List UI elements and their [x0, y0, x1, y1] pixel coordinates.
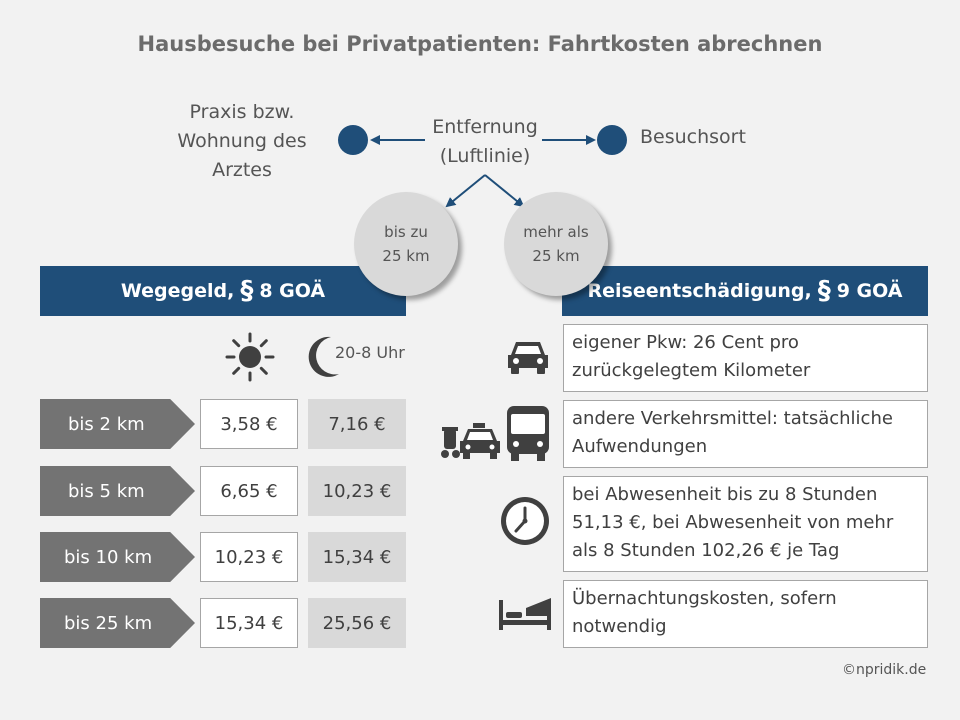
- bubble-more-than-25km: mehr als 25 km: [504, 192, 608, 296]
- bubble-up-to-25km: bis zu 25 km: [354, 192, 458, 296]
- page-title: Hausbesuche bei Privatpatienten: Fahrtko…: [137, 32, 823, 56]
- scooter-icon: [441, 427, 460, 458]
- day-rate-cell: 15,34 €: [200, 598, 298, 648]
- day-rate-cell: 6,65 €: [200, 466, 298, 516]
- night-rate-cell: 7,16 €: [308, 399, 406, 449]
- wegegeld-heading-pre: Wegegeld,: [120, 280, 235, 302]
- paragraph-sign: §: [240, 276, 254, 306]
- day-rate-cell: 10,23 €: [200, 532, 298, 582]
- origin-dot: [338, 125, 368, 155]
- info-box-absence: bei Abwesenheit bis zu 8 Stunden 51,13 €…: [563, 476, 928, 572]
- origin-label: Praxis bzw. Wohnung des Arztes: [177, 101, 307, 181]
- night-rate-cell: 15,34 €: [308, 532, 406, 582]
- destination-dot: [597, 125, 627, 155]
- wegegeld-heading-post: 8 GOÄ: [259, 280, 326, 302]
- reiseentschaedigung-heading: Reiseentschädigung, § 9 GOÄ: [562, 266, 928, 316]
- bubble-left-line1: bis zu: [384, 223, 428, 241]
- wegegeld-heading: Wegegeld, § 8 GOÄ: [40, 266, 406, 316]
- bus-icon: [507, 406, 549, 461]
- car-icon: [508, 342, 548, 374]
- night-rate-cell: 10,23 €: [308, 466, 406, 516]
- distance-label: Entfernung (Luftlinie): [432, 116, 538, 167]
- info-box-overnight: Übernachtungskosten, sofern notwendig: [563, 580, 928, 648]
- paragraph-sign: §: [817, 276, 831, 306]
- distance-tag: bis 5 km: [40, 466, 195, 516]
- copyright-notice: ©npridik.de: [842, 662, 927, 678]
- distance-tag: bis 25 km: [40, 598, 195, 648]
- arrow-to-left-bubble: [445, 174, 486, 208]
- info-box-own-car: eigener Pkw: 26 Cent pro zurückgelegtem …: [563, 324, 928, 392]
- clock-icon: [501, 497, 549, 545]
- reise-heading-pre: Reiseentschädigung,: [587, 280, 812, 302]
- bed-icon: [499, 598, 551, 630]
- arrow-to-right-bubble: [484, 174, 525, 208]
- transport-icons: [441, 406, 549, 461]
- bubble-right-line2: 25 km: [532, 247, 580, 265]
- taxi-icon: [460, 423, 500, 459]
- night-rate-cell: 25,56 €: [308, 598, 406, 648]
- distance-tag: bis 10 km: [40, 532, 195, 582]
- info-box-other-transport: andere Verkehrsmittel: tatsächliche Aufw…: [563, 400, 928, 468]
- destination-label: Besuchsort: [640, 126, 746, 148]
- sun-icon: [225, 332, 275, 382]
- bubble-right-line1: mehr als: [523, 223, 589, 241]
- reise-heading-post: 9 GOÄ: [836, 280, 903, 302]
- night-time-label: 20-8 Uhr: [335, 343, 405, 362]
- distance-tag: bis 2 km: [40, 399, 195, 449]
- day-rate-cell: 3,58 €: [200, 399, 298, 449]
- bubble-left-line2: 25 km: [382, 247, 430, 265]
- moon-icon: [308, 336, 339, 377]
